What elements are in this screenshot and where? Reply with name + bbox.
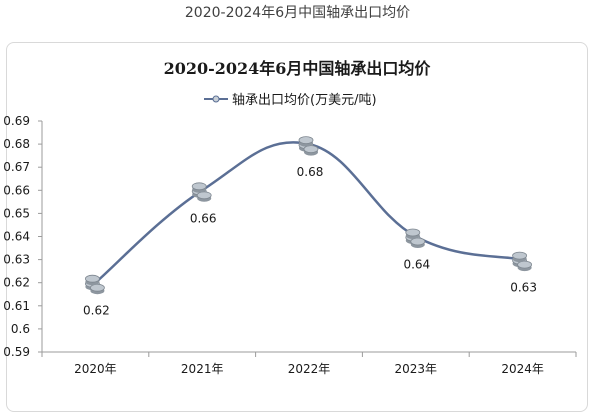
y-tick-label: 0.64 xyxy=(3,230,30,244)
data-label: 0.66 xyxy=(190,211,217,225)
y-tick-label: 0.61 xyxy=(3,299,30,313)
coin-face xyxy=(512,251,527,260)
page-title: 2020-2024年6月中国轴承出口均价 xyxy=(184,5,411,21)
data-point-marker xyxy=(191,182,212,202)
y-tick-label: 0.65 xyxy=(3,206,30,220)
data-point-marker xyxy=(405,228,426,248)
y-tick-label: 0.59 xyxy=(3,345,30,359)
data-point-marker xyxy=(298,136,319,156)
plot-area: 0.62 0.66 0.68 0.64 0.63 xyxy=(83,136,537,318)
coin-face xyxy=(298,136,314,145)
series-line xyxy=(94,141,523,284)
coin-face xyxy=(303,145,319,154)
x-tick-label: 2020年 xyxy=(74,362,117,376)
coin-face xyxy=(410,237,426,246)
x-tick-label: 2023年 xyxy=(395,362,438,376)
legend-label: 轴承出口均价(万美元/吨) xyxy=(232,93,377,108)
x-tick-label: 2022年 xyxy=(288,362,331,376)
y-tick-label: 0.69 xyxy=(3,114,30,128)
axes: 0.69 0.68 0.67 0.66 0.65 0.64 0.63 0.62 0.61 0.6 0… xyxy=(3,114,577,376)
chart-frame xyxy=(6,42,588,412)
x-tick-label: 2024年 xyxy=(501,362,544,376)
x-tick-label: 2021年 xyxy=(181,362,224,376)
coin-face xyxy=(517,260,532,269)
coin-face xyxy=(85,274,100,283)
coin-face xyxy=(196,191,212,200)
data-label: 0.63 xyxy=(510,281,537,295)
y-tick-label: 0.62 xyxy=(3,276,30,290)
coin-face xyxy=(191,182,207,191)
data-label: 0.62 xyxy=(83,304,110,318)
y-tick-label: 0.63 xyxy=(3,253,30,267)
legend-marker xyxy=(212,95,220,103)
data-label: 0.68 xyxy=(297,165,324,179)
chart-title: 2020-2024年6月中国轴承出口均价 xyxy=(164,59,432,78)
coin-face xyxy=(90,283,105,292)
coin-face xyxy=(405,228,421,237)
data-point-marker xyxy=(85,274,105,295)
data-label: 0.64 xyxy=(403,258,430,272)
y-tick-label: 0.66 xyxy=(3,183,30,197)
y-tick-label: 0.68 xyxy=(3,137,30,151)
y-tick-label: 0.6 xyxy=(11,322,30,336)
y-tick-label: 0.67 xyxy=(3,160,30,174)
data-point-marker xyxy=(512,251,532,272)
legend: 轴承出口均价(万美元/吨) xyxy=(204,93,377,108)
